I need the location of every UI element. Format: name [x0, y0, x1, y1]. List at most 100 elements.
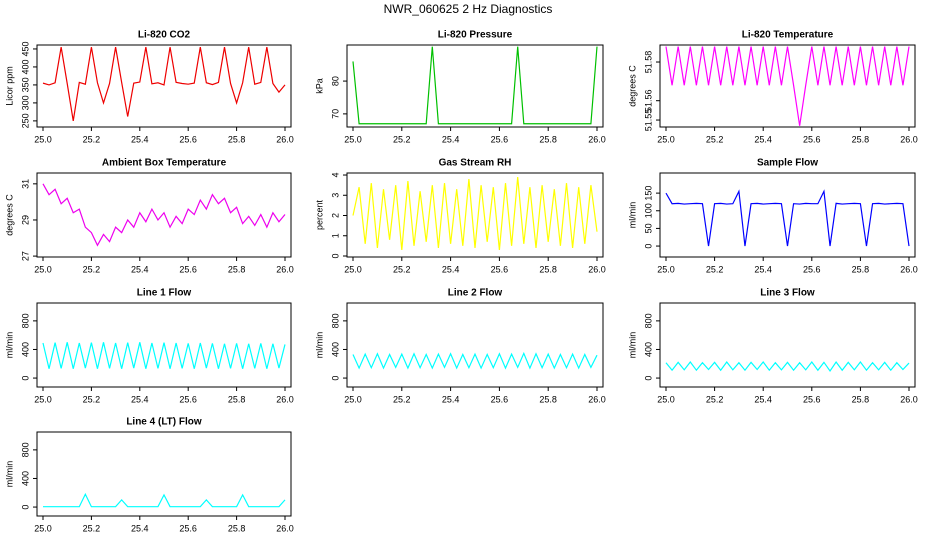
plot-area	[42, 342, 286, 369]
panel: Li-820 Pressure kPa 25.0 25.2 25.4 25.6 25.8 26…	[314, 30, 605, 145]
panel: Line 3 Flow ml/min 25.0 25.2 25.4 25.6 25.8 26.…	[627, 288, 917, 405]
x-tick-label: 25.2	[393, 134, 411, 144]
x-tick-label: 25.2	[83, 523, 101, 533]
x-tick-label: 25.2	[83, 394, 101, 404]
x-tick-label: 25.4	[131, 134, 149, 144]
x-tick-label: 25.6	[491, 134, 509, 144]
y-tick-label: 2	[330, 213, 340, 218]
x-tick-label: 25.2	[706, 264, 724, 274]
y-tick-label: 400	[20, 342, 30, 357]
y-tick-label: 0	[643, 244, 653, 249]
plot-area	[665, 360, 910, 372]
panel: Ambient Box Temperature degrees C 25.0 25.2…	[4, 158, 293, 275]
panel: Gas Stream RH percent 25.0 25.2 25.4 25.6 25.8…	[314, 158, 605, 275]
plot-area	[352, 46, 598, 125]
y-tick-label: 31	[20, 179, 30, 189]
x-tick-label: 25.0	[344, 394, 362, 404]
x-tick-label: 25.0	[344, 134, 362, 144]
y-tick-label: 27	[20, 251, 30, 261]
panel: Sample Flow ml/min 25.0 25.2 25.4 25.6 25.8 26.…	[627, 158, 917, 275]
data-line	[665, 360, 910, 372]
x-tick-label: 26.0	[276, 394, 294, 404]
x-tick-label: 25.0	[34, 523, 52, 533]
plot-frame	[346, 44, 604, 128]
plot-area	[43, 492, 286, 508]
y-tick-label: 100	[643, 203, 653, 218]
plot-area	[42, 47, 286, 121]
x-tick-label: 26.0	[276, 523, 294, 533]
x-tick-label: 25.8	[539, 134, 557, 144]
y-axis-label: percent	[314, 199, 324, 230]
data-line	[42, 342, 286, 369]
x-tick-label: 25.6	[803, 394, 821, 404]
plot-area	[352, 351, 598, 370]
y-tick-label: 400	[643, 342, 653, 357]
y-tick-label: 400	[20, 59, 30, 74]
x-tick-label: 25.4	[442, 264, 460, 274]
x-tick-label: 25.0	[657, 264, 675, 274]
plot-frame	[36, 302, 292, 388]
x-tick-label: 25.8	[228, 264, 246, 274]
x-tick-label: 25.8	[852, 134, 870, 144]
y-tick-label: 450	[20, 41, 30, 56]
x-tick-label: 25.6	[803, 264, 821, 274]
x-tick-label: 25.4	[754, 264, 772, 274]
x-tick-label: 25.6	[179, 523, 197, 533]
data-line	[42, 47, 286, 121]
plot-frame	[36, 44, 292, 128]
x-tick-label: 25.6	[179, 394, 197, 404]
plot-area	[352, 176, 598, 250]
y-axis-label: Licor ppm	[4, 66, 14, 106]
plot-frame	[346, 302, 604, 388]
x-tick-label: 26.0	[588, 394, 606, 404]
data-line	[42, 183, 286, 247]
x-tick-label: 25.8	[228, 134, 246, 144]
y-tick-label: 70	[330, 109, 340, 119]
y-tick-label: 1	[330, 233, 340, 238]
x-tick-label: 25.4	[754, 134, 772, 144]
panel: Li-820 Temperature degrees C 25.0 25.2 25.4 2…	[627, 30, 917, 145]
panel: Line 2 Flow ml/min 25.0 25.2 25.4 25.6 25.8 26.…	[314, 288, 605, 405]
panel: Li-820 CO2 Licor ppm 25.0 25.2 25.4 25.6 25.8 2…	[4, 30, 293, 145]
x-tick-label: 25.8	[228, 394, 246, 404]
y-tick-label: 800	[20, 442, 30, 457]
data-line	[352, 351, 598, 370]
x-tick-label: 25.4	[442, 134, 460, 144]
data-line	[352, 46, 598, 125]
y-tick-label: 51.58	[643, 51, 653, 74]
y-tick-label: 800	[643, 313, 653, 328]
y-tick-label: 29	[20, 215, 30, 225]
x-tick-label: 25.8	[539, 394, 557, 404]
y-tick-label: 3	[330, 193, 340, 198]
x-tick-label: 25.2	[83, 264, 101, 274]
x-tick-label: 26.0	[276, 134, 294, 144]
y-axis-label: ml/min	[627, 332, 637, 359]
panel-title: Sample Flow	[757, 158, 818, 169]
x-tick-label: 25.0	[34, 264, 52, 274]
y-tick-label: 300	[20, 95, 30, 110]
plot-area	[42, 183, 286, 247]
x-tick-label: 25.6	[179, 264, 197, 274]
panel-title: Li-820 Temperature	[742, 30, 834, 41]
y-tick-label: 800	[20, 313, 30, 328]
y-tick-label: 0	[330, 253, 340, 258]
x-tick-label: 25.6	[491, 264, 509, 274]
panel-title: Line 1 Flow	[137, 288, 192, 299]
x-tick-label: 25.8	[852, 264, 870, 274]
y-axis-label: kPa	[314, 78, 324, 94]
x-tick-label: 26.0	[900, 394, 918, 404]
x-tick-label: 25.0	[657, 134, 675, 144]
plot-frame	[36, 431, 292, 517]
y-tick-label: 0	[20, 505, 30, 510]
panel-title: Li-820 Pressure	[438, 30, 513, 41]
figure-title: NWR_060625 2 Hz Diagnostics	[384, 2, 553, 16]
panel: Line 1 Flow ml/min 25.0 25.2 25.4 25.6 25.8 26.…	[4, 288, 293, 405]
x-tick-label: 25.0	[34, 134, 52, 144]
panel-title: Line 3 Flow	[760, 288, 815, 299]
y-tick-label: 400	[20, 471, 30, 486]
y-axis-label: degrees C	[627, 65, 637, 107]
y-tick-label: 400	[330, 342, 340, 357]
y-tick-label: 4	[330, 173, 340, 178]
panel-title: Gas Stream RH	[439, 158, 512, 169]
